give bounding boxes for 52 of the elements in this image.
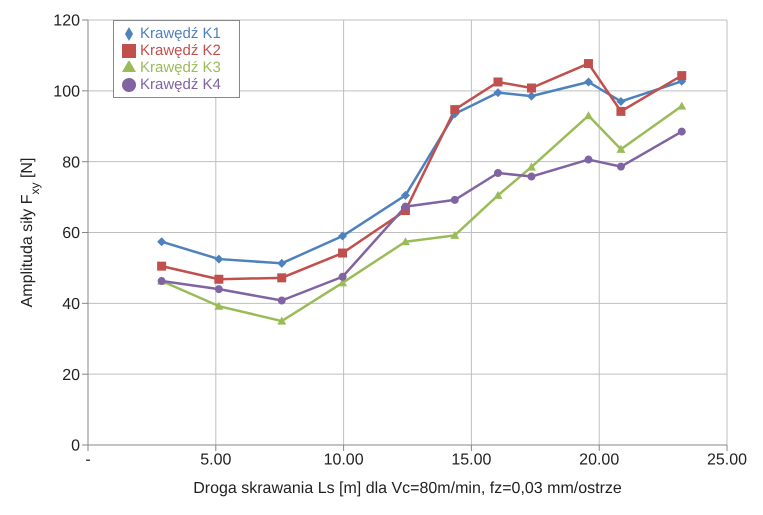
point (214, 285, 223, 294)
point (493, 88, 502, 98)
point (277, 273, 286, 282)
point (450, 105, 460, 114)
x-tick-label: - (85, 451, 91, 468)
point (214, 254, 224, 264)
legend-label: Krawędź K1 (140, 25, 221, 42)
y-tick-label: 40 (62, 296, 80, 314)
y-tick-label: 0 (71, 438, 80, 455)
point (526, 92, 536, 101)
x-tick-label: 15.00 (451, 451, 492, 468)
point (214, 274, 224, 284)
point (401, 202, 410, 211)
x-tick-label: 10.00 (324, 451, 364, 468)
point (616, 144, 626, 153)
point (157, 262, 166, 271)
point (493, 77, 502, 86)
point (450, 196, 459, 204)
point (278, 296, 286, 304)
point (338, 232, 348, 241)
point (616, 162, 625, 171)
x-tick-label: 25.00 (706, 451, 748, 468)
point (616, 96, 626, 106)
point (450, 230, 460, 239)
point (277, 316, 286, 325)
point (338, 272, 347, 281)
y-tick-label: 120 (53, 12, 80, 30)
point (338, 248, 348, 258)
point (277, 258, 286, 268)
x-axis-title: Droga skrawania Ls [m] dla Vc=80m/min, fz=0,03 mm/ostrze (193, 480, 622, 497)
x-tick-label: 20.00 (579, 451, 620, 468)
point (214, 302, 224, 310)
point (494, 169, 502, 177)
point (616, 106, 626, 116)
x-tick-label: 5.00 (200, 451, 232, 468)
point (157, 237, 166, 246)
y-tick-label: 80 (62, 154, 80, 172)
y-tick-label: 100 (53, 84, 80, 101)
point (493, 190, 502, 199)
y-tick-label: 20 (62, 366, 80, 384)
point (584, 59, 593, 68)
point (527, 172, 536, 181)
point (584, 77, 593, 86)
legend-label: Krawędź K4 (140, 76, 221, 93)
legend-label: Krawędź K3 (140, 59, 221, 76)
y-tick-label: 60 (62, 225, 80, 242)
point (584, 156, 592, 164)
point (678, 128, 686, 136)
point (677, 71, 686, 80)
point (526, 84, 536, 92)
point (400, 190, 410, 200)
legend-label: Krawędź K2 (140, 42, 221, 59)
